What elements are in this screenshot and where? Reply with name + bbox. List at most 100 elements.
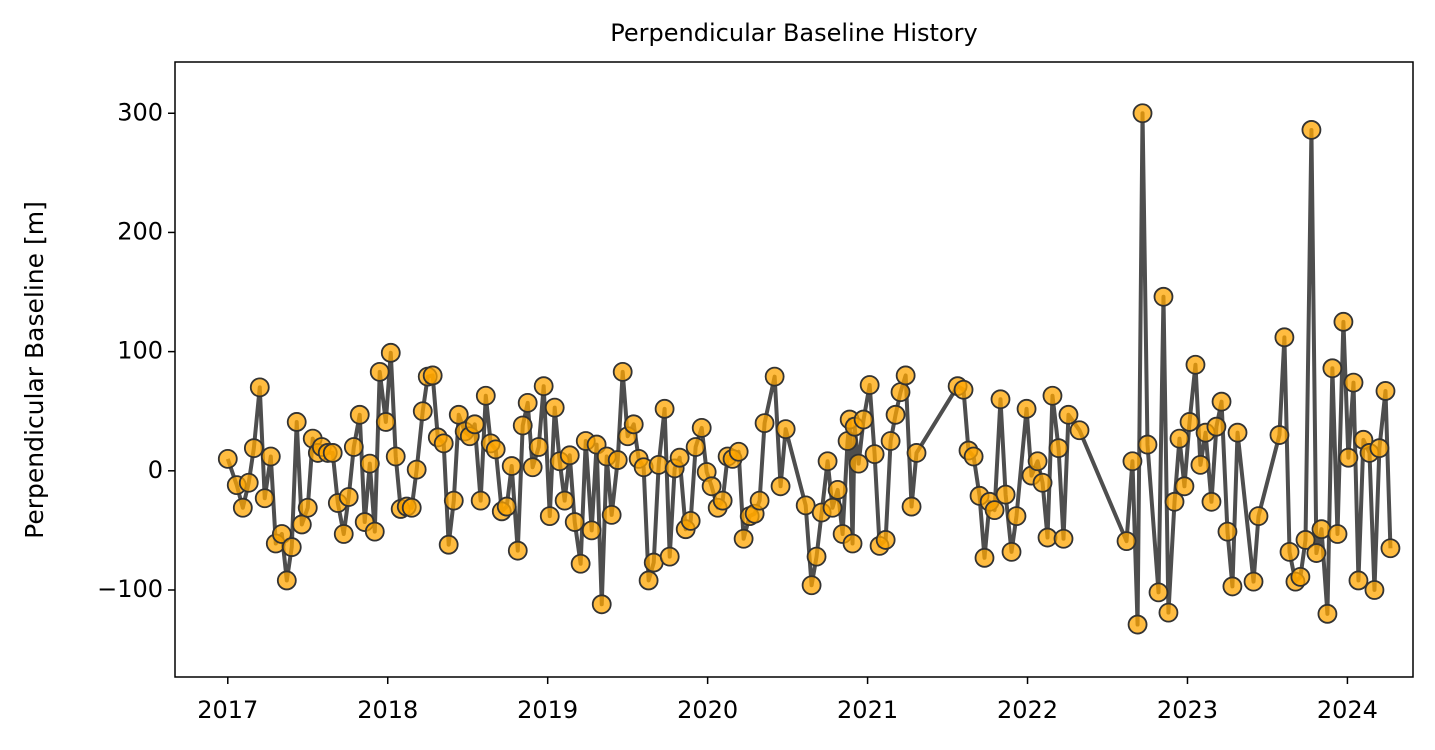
point [1217, 521, 1238, 542]
point [443, 490, 464, 511]
point [501, 456, 522, 476]
point [243, 438, 264, 459]
point [475, 385, 496, 406]
point [1375, 381, 1396, 401]
point [581, 520, 602, 541]
point [260, 446, 281, 467]
point [1227, 422, 1248, 443]
point [281, 537, 302, 557]
y-tick-label: 100 [117, 337, 163, 365]
point [1190, 454, 1211, 475]
point [238, 472, 259, 493]
point [522, 457, 543, 478]
point [901, 496, 922, 517]
point [343, 437, 364, 457]
point [701, 476, 722, 497]
point [1127, 614, 1148, 635]
point [254, 488, 275, 509]
x-tick-label: 2024 [1317, 696, 1378, 724]
point [953, 379, 974, 400]
point [895, 365, 916, 386]
point [995, 484, 1016, 505]
point [1058, 404, 1079, 425]
point [1001, 541, 1022, 562]
point [822, 497, 843, 518]
point [364, 521, 385, 542]
point [754, 413, 775, 434]
point [859, 375, 880, 395]
point [1295, 530, 1316, 550]
point [638, 570, 659, 591]
point [885, 404, 906, 425]
point [528, 437, 549, 457]
point [1032, 472, 1053, 493]
point [623, 414, 644, 435]
point [607, 450, 628, 470]
point [539, 506, 560, 526]
point [906, 443, 927, 463]
point [380, 342, 401, 363]
point [848, 453, 869, 474]
point [1122, 451, 1143, 472]
x-tick-label: 2023 [1157, 696, 1218, 724]
point [1274, 327, 1295, 348]
point [1211, 391, 1232, 412]
y-tick-label: −100 [97, 575, 163, 603]
point [1132, 103, 1153, 124]
point [1369, 438, 1390, 459]
plot-frame [174, 61, 1414, 678]
point [612, 361, 633, 382]
point [1158, 602, 1179, 623]
point [544, 397, 565, 418]
point [795, 495, 816, 516]
point [1348, 570, 1369, 591]
point [827, 479, 848, 500]
point [1269, 425, 1290, 445]
point [712, 490, 733, 511]
point [764, 366, 785, 387]
point [217, 448, 238, 469]
point [286, 412, 307, 432]
point [422, 365, 443, 386]
point [875, 530, 896, 550]
point [591, 594, 612, 615]
point [880, 431, 901, 451]
y-tick-label: 0 [148, 456, 163, 484]
point [322, 443, 343, 463]
point [990, 389, 1011, 410]
point [1053, 528, 1074, 549]
point [1322, 358, 1343, 379]
point [1069, 420, 1090, 441]
point [974, 547, 995, 568]
point [1222, 576, 1243, 597]
point [669, 447, 690, 468]
point [464, 414, 485, 435]
point [890, 382, 911, 403]
x-tick-label: 2021 [837, 696, 898, 724]
point [601, 505, 622, 525]
point [1027, 451, 1048, 472]
point [291, 514, 312, 535]
point [1179, 412, 1200, 432]
point [276, 570, 297, 591]
point [1201, 491, 1222, 512]
point [564, 512, 585, 532]
point [680, 510, 701, 531]
point [1338, 447, 1359, 468]
point [1248, 506, 1269, 526]
point [1206, 416, 1227, 437]
point [984, 500, 1005, 521]
point [1290, 566, 1311, 587]
series-line [225, 111, 1393, 627]
point [728, 441, 749, 462]
point [1006, 506, 1027, 526]
point [559, 445, 580, 466]
point [1148, 582, 1169, 603]
point [338, 487, 359, 507]
point [1153, 286, 1174, 307]
point [517, 392, 538, 413]
point [470, 490, 491, 511]
point [1137, 434, 1158, 455]
point [333, 524, 354, 544]
